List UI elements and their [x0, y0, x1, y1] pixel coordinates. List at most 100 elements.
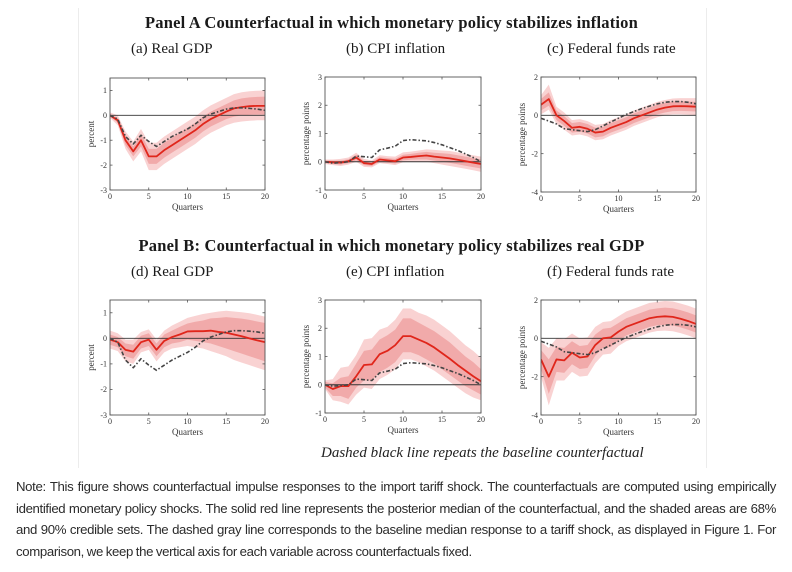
y-tick-label-f: -2	[531, 372, 538, 381]
x-tick-label-a: 10	[184, 192, 192, 201]
x-tick-label-f: 5	[578, 417, 582, 426]
x-tick-label-b: 15	[438, 192, 446, 201]
x-axis-title-c: Quarters	[603, 204, 634, 214]
band-68-b	[325, 151, 481, 169]
y-tick-label-d: -3	[100, 411, 107, 420]
band-68-a	[110, 96, 265, 164]
x-tick-label-f: 15	[653, 417, 661, 426]
y-tick-label-f: 2	[534, 296, 538, 305]
band-68-e	[325, 318, 481, 399]
y-tick-label-e: 0	[318, 381, 322, 390]
x-tick-label-a: 15	[222, 192, 230, 201]
y-tick-label-a: 0	[103, 111, 107, 120]
x-tick-label-b: 10	[399, 192, 407, 201]
plot-area-b	[325, 138, 481, 172]
counterfactual-median-line-e	[325, 335, 481, 390]
x-tick-label-a: 5	[147, 192, 151, 201]
y-tick-label-b: 2	[318, 101, 322, 110]
baseline-median-line-a	[110, 107, 265, 148]
x-axis-title-f: Quarters	[603, 427, 634, 437]
panel-a-title: Panel A Counterfactual in which monetary…	[144, 13, 639, 32]
plot-area-a	[110, 90, 265, 171]
x-tick-label-f: 0	[539, 417, 543, 426]
counterfactual-median-line-b	[325, 154, 481, 165]
y-tick-label-c: -4	[531, 188, 538, 197]
counterfactual-median-line-d	[110, 329, 265, 353]
y-axis-title-f: percentage points	[517, 325, 527, 389]
x-tick-label-d: 15	[222, 417, 230, 426]
y-tick-label-b: 3	[318, 73, 322, 82]
baseline-median-line-c	[541, 100, 696, 133]
x-tick-label-d: 0	[108, 417, 112, 426]
axes-box-c	[540, 76, 697, 193]
y-tick-label-b: 0	[318, 158, 322, 167]
x-tick-label-c: 10	[615, 194, 623, 203]
y-tick-label-f: -4	[531, 411, 538, 420]
y-axis-title-b: percentage points	[301, 101, 311, 165]
y-tick-label-f: 0	[534, 334, 538, 343]
plot-area-f	[541, 300, 696, 406]
x-tick-label-c: 0	[539, 194, 543, 203]
subplot-c: 0 5 10 15 20 -4 -2 0 2 Quarters percentage points	[517, 73, 700, 214]
x-tick-label-b: 5	[362, 192, 366, 201]
y-tick-label-a: -1	[100, 136, 107, 145]
x-tick-label-e: 10	[399, 415, 407, 424]
legend-note: Dashed black line repeats the baseline c…	[321, 445, 644, 461]
x-tick-label-d: 20	[261, 417, 269, 426]
figure-note: Note: This figure shows counterfactual i…	[16, 479, 776, 559]
subplot-f: 0 5 10 15 20 -4 -2 0 2 Quarters percentage points	[517, 296, 700, 437]
subplot-a-title: (a) Real GDP	[131, 41, 213, 57]
x-tick-label-e: 20	[477, 415, 485, 424]
plot-area-c	[541, 84, 696, 141]
y-axis-title-d: percent	[86, 344, 96, 371]
x-tick-label-d: 10	[184, 417, 192, 426]
x-axis-title-b: Quarters	[388, 202, 419, 212]
counterfactual-median-line-c	[541, 98, 696, 134]
plot-area-e	[325, 308, 481, 405]
subplot-d: 0 5 10 15 20 -3 -2 -1 0 1 Quarters percent	[86, 299, 269, 437]
subplot-f-title: (f) Federal funds rate	[547, 264, 675, 280]
axes-box-b	[324, 76, 482, 191]
y-axis-title-e: percentage points	[301, 324, 311, 388]
x-tick-label-c: 20	[692, 194, 700, 203]
x-tick-label-e: 0	[323, 415, 327, 424]
x-tick-label-b: 20	[477, 192, 485, 201]
y-axis-title-c: percentage points	[517, 102, 527, 166]
x-tick-label-a: 0	[108, 192, 112, 201]
x-tick-label-f: 20	[692, 417, 700, 426]
y-tick-label-e: 2	[318, 324, 322, 333]
band-68-f	[541, 307, 696, 394]
subplot-e-title: (e) CPI inflation	[346, 264, 445, 280]
y-tick-label-d: 1	[103, 309, 107, 318]
x-tick-label-f: 10	[615, 417, 623, 426]
baseline-median-line-f	[541, 323, 696, 356]
x-tick-label-a: 20	[261, 192, 269, 201]
y-tick-label-d: -1	[100, 360, 107, 369]
counterfactual-median-line-f	[541, 315, 696, 378]
y-tick-label-d: 0	[103, 334, 107, 343]
y-tick-label-c: -2	[531, 149, 538, 158]
x-tick-label-e: 5	[362, 415, 366, 424]
x-tick-label-c: 15	[653, 194, 661, 203]
x-tick-label-d: 5	[147, 417, 151, 426]
x-axis-title-d: Quarters	[172, 427, 203, 437]
subplot-b-title: (b) CPI inflation	[346, 41, 446, 57]
y-tick-label-e: 3	[318, 296, 322, 305]
y-tick-label-e: 1	[318, 352, 322, 361]
y-tick-label-b: -1	[315, 186, 322, 195]
y-axis-title-a: percent	[86, 120, 96, 147]
x-axis-title-a: Quarters	[172, 202, 203, 212]
y-tick-label-a: -3	[100, 186, 107, 195]
x-tick-label-b: 0	[323, 192, 327, 201]
y-tick-label-e: -1	[315, 409, 322, 418]
figure-frame	[78, 8, 707, 468]
subplot-a: 0 5 10 15 20 -3 -2 -1 0 1 Quarters percent	[86, 77, 269, 212]
band-90-c	[541, 84, 696, 141]
y-tick-label-d: -2	[100, 385, 107, 394]
y-tick-label-c: 2	[534, 73, 538, 82]
plot-area-d	[110, 310, 265, 372]
subplot-d-title: (d) Real GDP	[131, 264, 214, 280]
y-tick-label-a: 1	[103, 86, 107, 95]
